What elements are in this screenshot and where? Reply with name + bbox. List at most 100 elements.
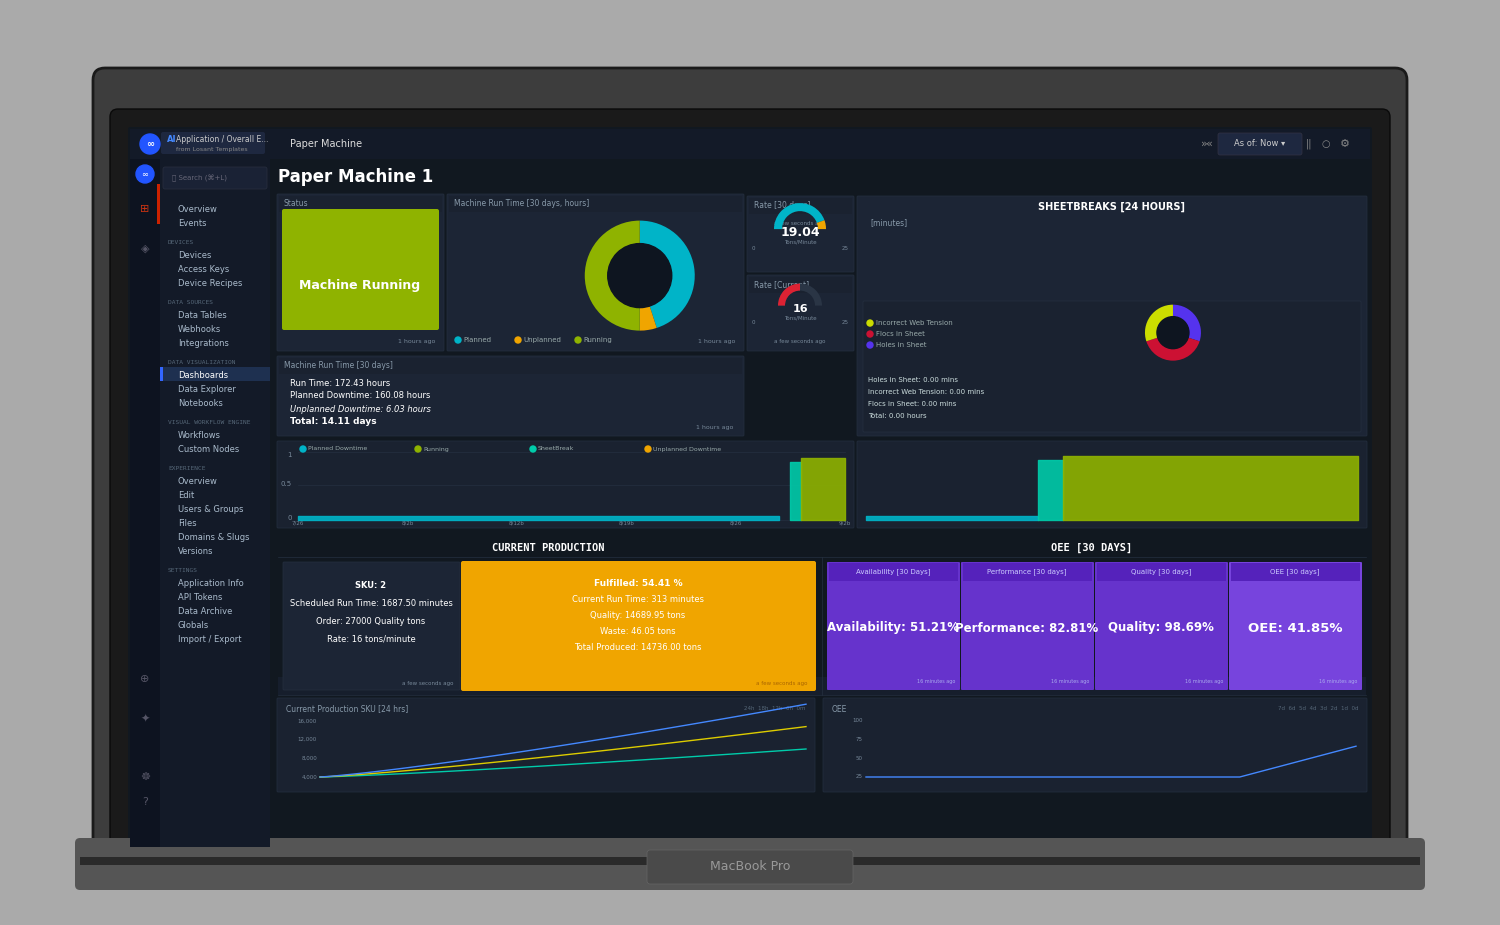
Text: Planned Downtime: 160.08 hours: Planned Downtime: 160.08 hours [290,391,430,401]
Text: Rate: 16 tons/minute: Rate: 16 tons/minute [327,635,416,644]
FancyBboxPatch shape [962,562,1094,690]
Circle shape [645,446,651,452]
Text: from Losant Templates: from Losant Templates [176,146,248,152]
FancyBboxPatch shape [93,68,1407,882]
Text: Planned: Planned [464,337,490,343]
Text: Scheduled Run Time: 1687.50 minutes: Scheduled Run Time: 1687.50 minutes [290,598,453,608]
FancyBboxPatch shape [827,562,960,690]
FancyBboxPatch shape [747,196,853,272]
FancyBboxPatch shape [278,698,815,792]
Text: Application Info: Application Info [178,578,243,587]
Text: a few seconds ago: a few seconds ago [774,339,825,344]
Circle shape [1156,316,1190,349]
Text: »: » [1202,139,1208,149]
Text: Data Tables: Data Tables [178,311,226,319]
Bar [279,196,442,212]
Text: Status: Status [284,200,309,208]
Text: Quality: 98.69%: Quality: 98.69% [1108,622,1214,635]
FancyBboxPatch shape [856,196,1366,436]
Bar [279,358,742,374]
FancyBboxPatch shape [856,441,1366,528]
FancyBboxPatch shape [1095,562,1228,690]
Wedge shape [818,220,827,229]
Text: Rate [Current]: Rate [Current] [754,280,808,290]
Text: Users & Groups: Users & Groups [178,504,243,513]
Circle shape [574,337,580,343]
Text: Quality [30 days]: Quality [30 days] [1131,569,1191,575]
FancyBboxPatch shape [128,127,1372,849]
Text: 19.04: 19.04 [780,226,820,239]
Text: ◈: ◈ [141,244,148,254]
Text: DATA VISUALIZATION: DATA VISUALIZATION [168,361,236,365]
Text: VISUAL WORKFLOW ENGINE: VISUAL WORKFLOW ENGINE [168,421,250,426]
Bar [748,198,852,214]
Text: Globals: Globals [178,621,209,630]
Text: Notebooks: Notebooks [178,399,224,408]
Wedge shape [639,220,694,327]
Text: 0: 0 [752,320,756,325]
Text: 1 hours ago: 1 hours ago [696,425,734,429]
FancyBboxPatch shape [278,441,853,528]
Text: Holes in Sheet: Holes in Sheet [876,342,927,348]
Wedge shape [1144,304,1173,341]
Text: AI: AI [166,134,177,143]
Bar [80,857,1420,865]
Text: Events: Events [178,218,207,228]
Text: 9/2b: 9/2b [839,521,850,525]
Text: Availability: 51.21%: Availability: 51.21% [827,622,958,635]
Text: a few seconds ago: a few seconds ago [402,681,453,685]
Bar [160,367,164,381]
Text: SheetBreak: SheetBreak [538,447,574,451]
Text: Run Time: 172.43 hours: Run Time: 172.43 hours [290,378,390,388]
Text: Edit: Edit [178,490,195,500]
FancyBboxPatch shape [1228,562,1362,690]
Text: CURRENT PRODUCTION: CURRENT PRODUCTION [492,543,604,553]
Text: [minutes]: [minutes] [870,218,907,228]
Circle shape [530,446,536,452]
FancyBboxPatch shape [646,850,854,884]
Text: ∞: ∞ [146,139,154,149]
Text: Total Produced: 14736.00 tons: Total Produced: 14736.00 tons [574,643,702,651]
Text: 0: 0 [288,515,292,522]
Text: Devices: Devices [178,251,212,260]
Text: EXPERIENCE: EXPERIENCE [168,466,206,472]
Text: 25: 25 [856,774,862,780]
FancyBboxPatch shape [284,562,460,690]
Text: Integrations: Integrations [178,339,230,348]
Text: 75: 75 [856,737,862,742]
Text: 1 hours ago: 1 hours ago [398,339,435,344]
Text: OEE: 41.85%: OEE: 41.85% [1248,622,1342,635]
Text: Availability [30 Days]: Availability [30 Days] [855,569,930,575]
Text: Holes in Sheet: 0.00 mins: Holes in Sheet: 0.00 mins [868,377,958,383]
Text: 16 minutes ago: 16 minutes ago [1185,679,1222,684]
Text: Order: 27000 Quality tons: Order: 27000 Quality tons [316,616,426,625]
Bar [448,196,742,212]
Text: ⊕: ⊕ [141,674,150,684]
Text: 25: 25 [842,320,849,325]
Text: OEE [30 days]: OEE [30 days] [1270,569,1320,575]
Text: 100: 100 [852,719,862,723]
Text: Dashboards: Dashboards [178,371,228,379]
Text: Rate [30 days]: Rate [30 days] [754,202,810,211]
FancyBboxPatch shape [110,109,1391,865]
Circle shape [300,446,306,452]
Text: Machine Run Time [30 days, hours]: Machine Run Time [30 days, hours] [454,200,590,208]
Text: Tons/Minute: Tons/Minute [783,315,816,320]
Text: 0: 0 [752,246,756,251]
FancyBboxPatch shape [747,275,853,351]
Text: Machine Running: Machine Running [300,278,420,291]
Text: OEE: OEE [833,705,848,713]
Text: DATA SOURCES: DATA SOURCES [168,301,213,305]
Text: SHEETBREAKS [24 HOURS]: SHEETBREAKS [24 HOURS] [1038,202,1185,212]
Text: 4,000: 4,000 [302,774,316,780]
Text: ∞: ∞ [141,169,148,179]
Circle shape [867,320,873,326]
Bar [158,184,160,224]
Text: ?: ? [142,797,148,807]
Text: Planned Downtime: Planned Downtime [308,447,368,451]
Circle shape [514,337,520,343]
FancyBboxPatch shape [278,356,744,436]
Text: «: « [1204,139,1212,149]
Wedge shape [1173,304,1202,341]
Text: Paper Machine 1: Paper Machine 1 [278,168,434,186]
